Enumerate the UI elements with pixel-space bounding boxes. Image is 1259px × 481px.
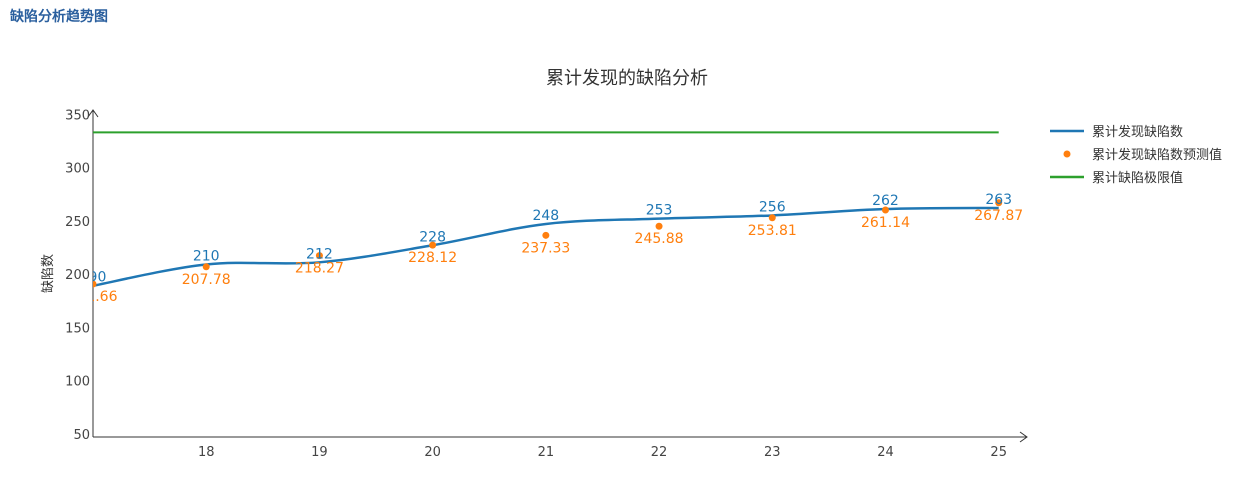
x-tick-label: 20 bbox=[424, 445, 441, 460]
y-tick-label: 200 bbox=[65, 268, 90, 283]
actual-data-label: 248 bbox=[532, 208, 559, 224]
predicted-point bbox=[315, 252, 323, 260]
predicted-point bbox=[768, 214, 776, 222]
predicted-point bbox=[202, 263, 210, 271]
predicted-data-label: 261.14 bbox=[861, 215, 910, 231]
x-tick-label: 25 bbox=[990, 445, 1007, 460]
predicted-point bbox=[542, 231, 550, 239]
y-tick-label: 300 bbox=[65, 162, 90, 177]
y-tick-label: 100 bbox=[65, 375, 90, 390]
legend-label: 累计缺陷极限值 bbox=[1092, 170, 1183, 186]
predicted-data-label: 191.66 bbox=[69, 289, 118, 305]
predicted-data-label: 207.78 bbox=[182, 272, 231, 288]
x-tick-label: 24 bbox=[877, 445, 894, 460]
x-tick-label: 22 bbox=[651, 445, 668, 460]
x-tick-label: 23 bbox=[764, 445, 781, 460]
y-tick-label: 250 bbox=[65, 215, 90, 230]
actual-data-label: 190 bbox=[80, 270, 107, 286]
predicted-point bbox=[995, 199, 1003, 207]
predicted-point bbox=[93, 280, 97, 288]
predicted-point bbox=[881, 206, 889, 214]
predicted-data-label: 218.27 bbox=[295, 261, 344, 277]
actual-data-label: 256 bbox=[759, 199, 786, 215]
legend-label: 累计发现缺陷数预测值 bbox=[1092, 147, 1222, 163]
predicted-data-label: 267.87 bbox=[974, 208, 1023, 224]
y-tick-label: 50 bbox=[73, 428, 90, 443]
actual-data-label: 263 bbox=[985, 192, 1012, 208]
predicted-data-label: 237.33 bbox=[521, 240, 570, 256]
tick-labels: 18 19 20 21 22 23 24 25 50 100 150 200 250 300 350 bbox=[65, 108, 1007, 460]
actual-data-label: 212 bbox=[306, 246, 333, 262]
predicted-data-label: 228.12 bbox=[408, 250, 457, 266]
y-axis-arrow bbox=[87, 109, 99, 118]
chart-title: 累计发现的缺陷分析 bbox=[546, 68, 708, 89]
actual-series-line bbox=[93, 206, 999, 287]
predicted-point bbox=[429, 241, 437, 249]
actual-data-label: 228 bbox=[419, 229, 446, 245]
legend-marker-predicted bbox=[1063, 150, 1071, 158]
x-tick-label: 21 bbox=[538, 445, 555, 460]
x-axis-arrow bbox=[1019, 431, 1028, 443]
x-tick-label: 18 bbox=[198, 445, 215, 460]
legend-label: 累计发现缺陷数 bbox=[1092, 124, 1183, 140]
page-header-title: 缺陷分析趋势图 bbox=[10, 9, 108, 25]
actual-data-label: 262 bbox=[872, 193, 899, 209]
predicted-data-label: 245.88 bbox=[635, 231, 684, 247]
chart-axes bbox=[87, 109, 1028, 443]
x-tick-label: 19 bbox=[311, 445, 328, 460]
actual-data-label: 210 bbox=[193, 248, 220, 264]
actual-data-label: 253 bbox=[646, 203, 673, 219]
plot-area: 190 210 212 228 248 253 256 262 263 191.66 207.78 2… bbox=[69, 131, 1023, 305]
predicted-data-label: 253.81 bbox=[748, 223, 797, 239]
predicted-point bbox=[655, 222, 663, 230]
y-tick-label: 150 bbox=[65, 321, 90, 336]
y-axis-label: 缺陷数 bbox=[41, 254, 56, 293]
y-tick-label: 350 bbox=[65, 108, 90, 123]
